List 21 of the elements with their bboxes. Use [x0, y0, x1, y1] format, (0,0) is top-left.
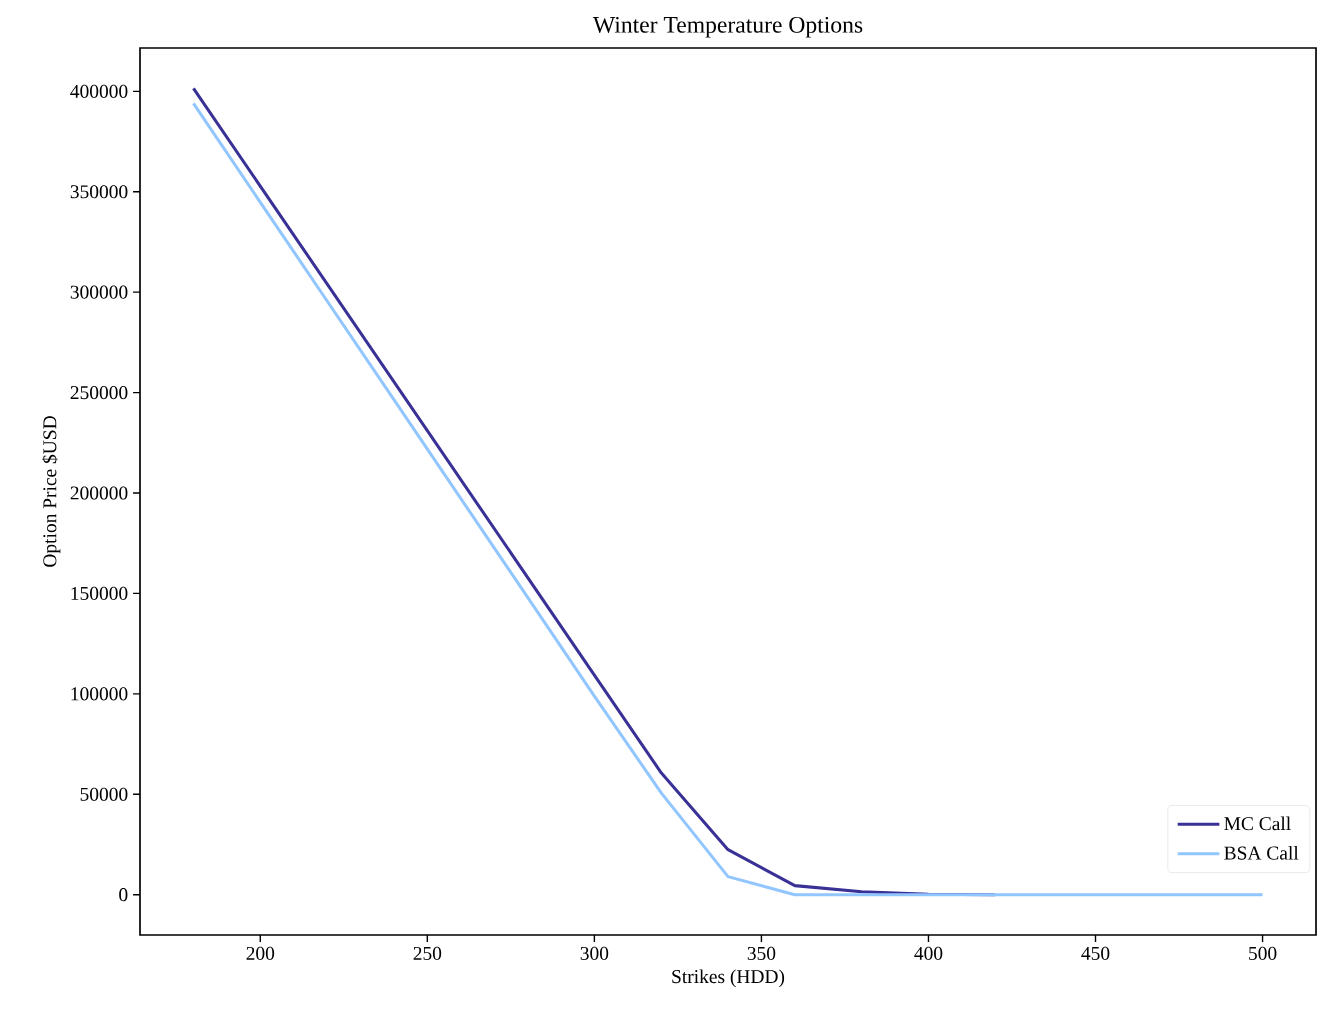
- y-tick-label: 0: [119, 888, 128, 902]
- y-tick-label: 250000: [70, 386, 128, 400]
- legend-label: MC Call: [1224, 816, 1291, 831]
- y-tick-label: 400000: [70, 84, 128, 98]
- y-tick-label: 200000: [70, 486, 128, 500]
- y-tick-label: 350000: [70, 185, 128, 199]
- y-axis-title: Option Price $USD: [42, 416, 61, 567]
- legend-label: BSA Call: [1224, 845, 1299, 860]
- x-tick-label: 350: [747, 946, 776, 960]
- chart-title: Winter Temperature Options: [592, 16, 863, 38]
- x-tick-label: 450: [1081, 946, 1110, 960]
- y-tick-label: 300000: [70, 285, 128, 299]
- y-tick-label: 150000: [71, 586, 128, 600]
- x-tick-label: 500: [1249, 946, 1277, 960]
- x-axis-title: Strikes (HDD): [672, 969, 785, 988]
- x-tick-label: 300: [580, 946, 609, 960]
- x-tick-label: 400: [914, 946, 943, 960]
- x-tick-label: 250: [413, 946, 442, 960]
- y-tick-label: 50000: [80, 787, 128, 801]
- y-tick-label: 100000: [71, 687, 128, 701]
- x-tick-label: 200: [246, 946, 275, 960]
